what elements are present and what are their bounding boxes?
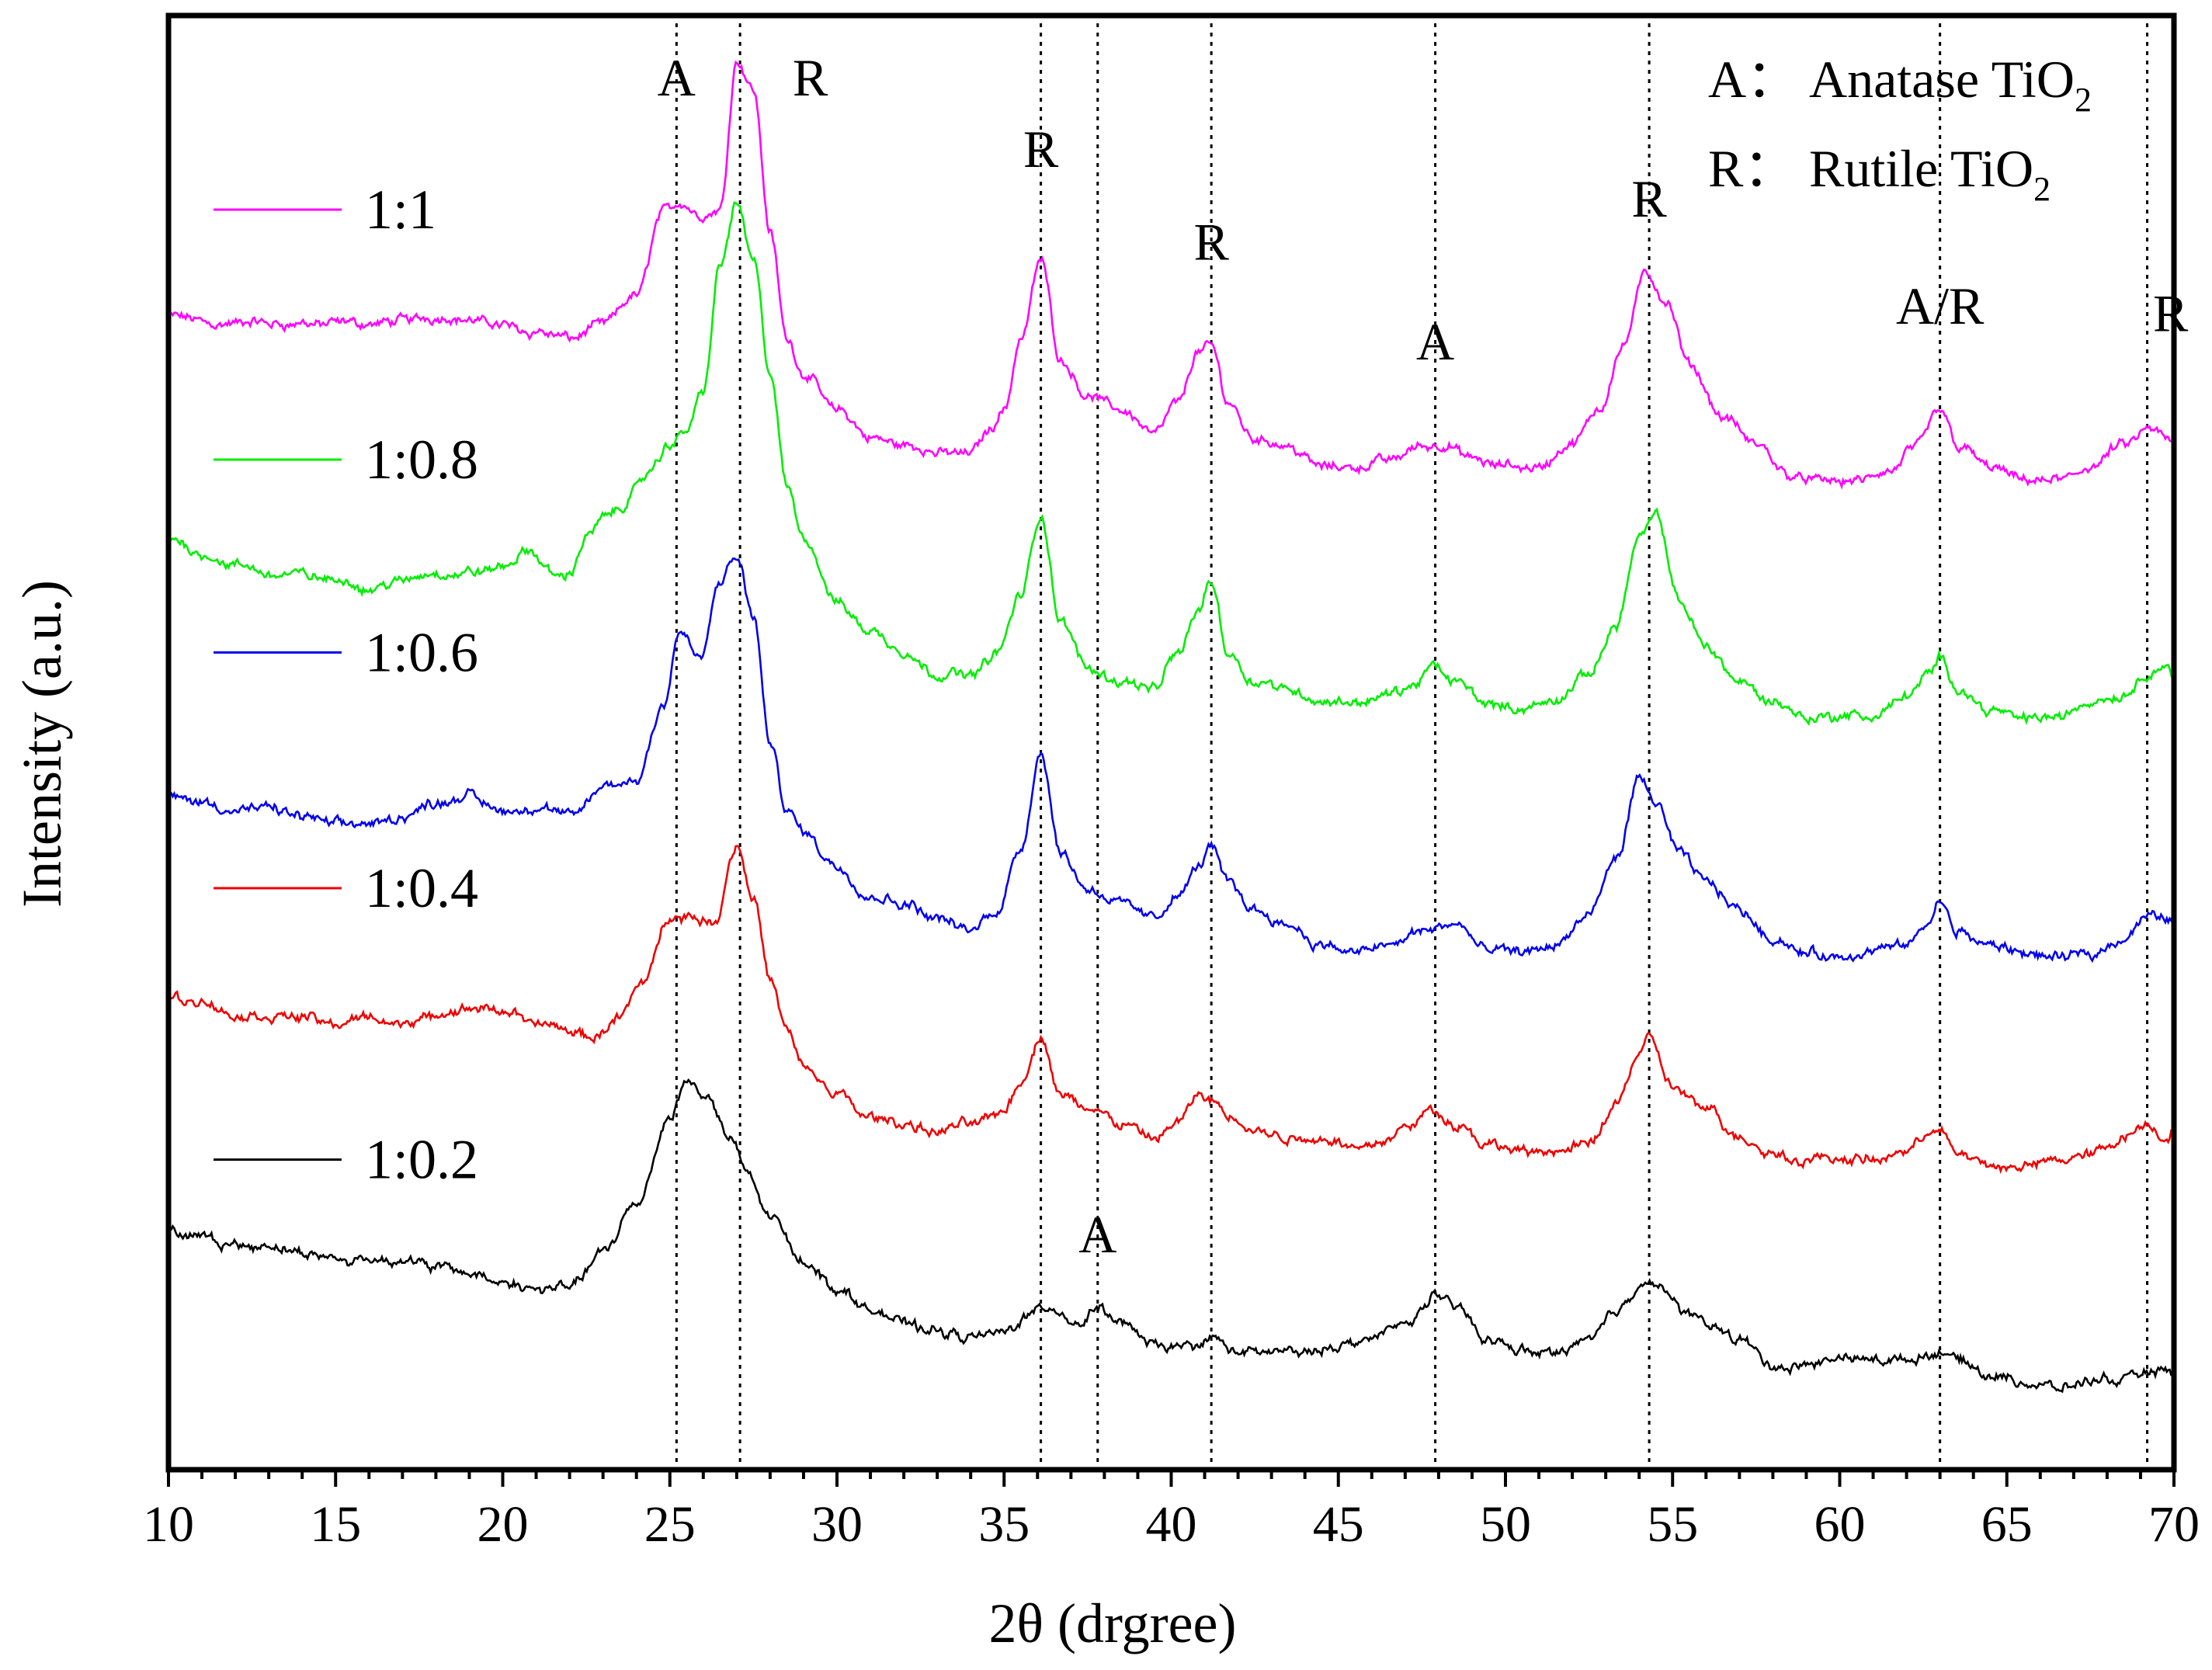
phase-key: A： Anatase TiO2 R： Rutile TiO2 [1708, 50, 2092, 208]
peak-label: R [1631, 169, 1667, 228]
key-symbol: A [1708, 50, 1746, 109]
x-tick-label: 55 [1647, 1496, 1698, 1553]
key-row-anatase: A： Anatase TiO2 [1708, 50, 2092, 119]
x-tick-label: 70 [2148, 1496, 2200, 1553]
peak-label: R [1193, 212, 1229, 271]
peak-label: A [1416, 312, 1454, 371]
peak-label: A/R [1896, 276, 1985, 335]
x-tick-label: 30 [811, 1496, 863, 1553]
key-text: Rutile TiO [1809, 139, 2033, 198]
peak-label: R [2153, 283, 2189, 342]
y-axis-title: Intensity (a.u.) [11, 580, 73, 908]
x-tick-label: 65 [1981, 1496, 2033, 1553]
x-tick-label: 50 [1480, 1496, 1531, 1553]
x-tick-label: 40 [1146, 1496, 1197, 1553]
peak-label: R [1023, 120, 1059, 179]
legend-label: 1:1 [365, 179, 436, 241]
x-tick-label: 35 [978, 1496, 1030, 1553]
series-layer [167, 60, 2176, 1394]
series-line [167, 557, 2176, 963]
key-subscript: 2 [2033, 170, 2051, 208]
key-separator: ： [1746, 50, 1799, 109]
legend-label: 1:0.2 [365, 1129, 478, 1191]
legend-label: 1:0.8 [365, 429, 478, 491]
series-line [168, 201, 2175, 726]
legend-label: 1:0.4 [365, 857, 478, 919]
x-tick-label: 20 [477, 1496, 529, 1553]
series-line [167, 60, 2175, 490]
peak-label: A [658, 48, 696, 107]
plot-frame [165, 12, 2177, 1473]
x-tick-label: 25 [644, 1496, 696, 1553]
reference-lines [675, 23, 2149, 1470]
x-tick-label: 10 [143, 1496, 194, 1553]
x-tick-label: 15 [310, 1496, 361, 1553]
x-axis-title: 2θ (drgree) [988, 1592, 1236, 1654]
legend-label: 1:0.6 [365, 621, 478, 683]
legend: 1:1 1:0.8 1:0.6 1:0.4 1:0.2 [214, 179, 478, 1191]
x-tick-label: 60 [1814, 1496, 1866, 1553]
peak-label: R [793, 48, 828, 107]
x-axis: 10 15 20 25 30 35 40 45 50 55 60 65 70 [143, 1470, 2200, 1553]
key-text: Anatase TiO [1809, 50, 2075, 109]
key-symbol: R [1708, 139, 1744, 198]
peak-label: A [1078, 1205, 1116, 1264]
key-subscript: 2 [2075, 81, 2092, 119]
key-separator: ： [1743, 139, 1796, 198]
series-line [168, 845, 2175, 1175]
key-row-rutile: R： Rutile TiO2 [1708, 139, 2051, 208]
series-line [168, 1078, 2175, 1394]
x-tick-label: 45 [1313, 1496, 1364, 1553]
